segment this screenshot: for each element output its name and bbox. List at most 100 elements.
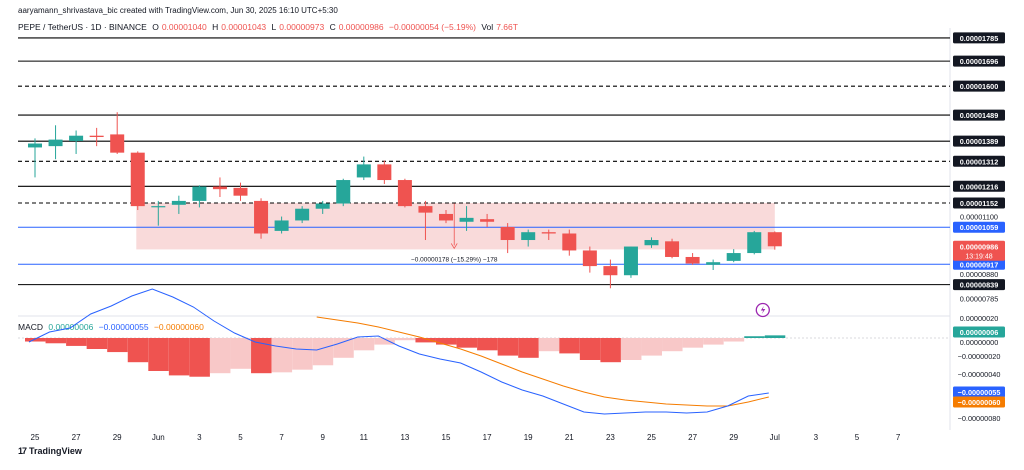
macd-histogram-bar (148, 338, 169, 371)
x-tick-label: Jul (770, 433, 780, 442)
level-label: 0.00001389 (960, 137, 999, 146)
macd-histogram-bar (620, 338, 642, 360)
macd-axis-label-bg (953, 396, 1005, 408)
macd-histogram-bar (374, 338, 395, 345)
macd-histogram-bar (333, 338, 354, 358)
x-tick-label: 3 (814, 433, 819, 442)
candle-body (274, 220, 289, 231)
candle-body (110, 134, 125, 153)
candle-body (397, 180, 412, 207)
tradingview-logo-icon: 17 (18, 446, 27, 456)
macd-line-value: −0.00000055 (98, 322, 149, 332)
x-tick-label: 23 (606, 433, 615, 442)
macd-histogram-bar (744, 336, 765, 338)
macd-histogram-bar (209, 338, 231, 374)
level-label: 0.00001152 (960, 199, 998, 208)
high-value: 0.00001043 (221, 22, 267, 32)
x-tick-label: 19 (524, 433, 533, 442)
macd-histogram-bar (456, 338, 478, 348)
symbol-title: PEPE / TetherUS · 1D · BINANCE (18, 22, 147, 32)
macd-axis-label: −0.00000040 (958, 370, 1001, 379)
x-tick-label: 7 (279, 433, 284, 442)
macd-axis-label: 0.00000020 (960, 314, 999, 323)
macd-axis-label-bg (953, 386, 1005, 398)
creator-line: aaryamann_shrivastava_bic created with T… (18, 6, 341, 15)
macd-histogram-bar (86, 338, 108, 349)
candle-body (336, 180, 351, 204)
candle-body (130, 152, 145, 207)
macd-histogram-bar (477, 338, 498, 351)
level-label: 0.00001489 (960, 111, 999, 120)
level-label-bg (953, 55, 1005, 67)
macd-histogram-bar (662, 338, 683, 352)
macd-histogram-bar (764, 335, 786, 338)
macd-histogram-bar (25, 338, 46, 342)
x-tick-label: 29 (729, 433, 738, 442)
candle-body (356, 164, 371, 178)
macd-label: MACD (18, 322, 44, 332)
level-label: 0.00001696 (960, 57, 999, 66)
brand-text: TradingView (29, 446, 82, 456)
candle-body (480, 219, 495, 222)
macd-histogram-bar (641, 338, 662, 356)
macd-histogram-bar (518, 338, 539, 358)
level-label-bg (953, 221, 1005, 233)
candle-body (254, 200, 269, 234)
candle-body (541, 232, 556, 234)
candle-body (706, 262, 721, 265)
macd-histogram-bar (189, 338, 210, 377)
macd-axis-label: 0.00000000 (960, 338, 999, 347)
change-value: −0.00000054 (−5.19%) (389, 22, 476, 32)
level-label-bg (953, 32, 1005, 44)
candle-body (459, 217, 474, 222)
candle-body (521, 232, 536, 241)
low-value: 0.00000973 (279, 22, 325, 32)
macd-histogram-bar (415, 338, 436, 343)
candle-body (767, 232, 782, 247)
macd-axis-label: −0.00000055 (958, 388, 1001, 397)
macd-histogram-bar (579, 338, 601, 360)
candle-body (28, 143, 42, 148)
macd-histogram-bar (723, 338, 745, 342)
x-tick-label: 3 (197, 433, 202, 442)
level-label: 0.00000839 (960, 281, 999, 290)
candle-body (747, 232, 762, 254)
x-tick-label: 7 (896, 433, 901, 442)
candle-body (500, 226, 515, 241)
level-label-bg (953, 197, 1005, 209)
macd-axis-label: −0.00000020 (958, 352, 1001, 361)
candle-body (151, 206, 166, 208)
candle-body (212, 186, 227, 190)
x-tick-label: Jun (152, 433, 165, 442)
macd-histogram-bar (292, 338, 313, 370)
candle-body (685, 256, 700, 264)
candle-body (233, 187, 248, 196)
level-label: 0.00001600 (960, 82, 999, 91)
level-label: 0.00001312 (960, 157, 999, 166)
x-tick-label: 11 (360, 433, 369, 442)
candle-body (192, 186, 207, 201)
vol-label: Vol (481, 22, 494, 32)
macd-histogram-bar (600, 338, 621, 363)
x-tick-label: 27 (688, 433, 697, 442)
macd-histogram-bar (353, 338, 375, 351)
candle-body (562, 233, 577, 251)
x-tick-label: 21 (565, 433, 574, 442)
macd-axis-label: 0.00000006 (960, 328, 999, 337)
open-value: 0.00001040 (161, 22, 207, 32)
high-label: H (212, 22, 219, 32)
macd-histogram-bar (107, 338, 128, 353)
candle-body (726, 253, 741, 261)
measure-arrow-head (450, 243, 458, 250)
measure-label: −0.00000178 (−15.29%) −178 (411, 256, 498, 263)
level-label: 0.00001216 (960, 182, 999, 191)
close-label: C (329, 22, 336, 32)
vol-value: 7.66T (496, 22, 518, 32)
candle-body (623, 246, 638, 276)
x-tick-label: 25 (31, 433, 40, 442)
x-tick-label: 9 (320, 433, 325, 442)
candle-body (171, 200, 186, 205)
candle-body (69, 135, 84, 141)
macd-histogram-bar (436, 338, 457, 345)
